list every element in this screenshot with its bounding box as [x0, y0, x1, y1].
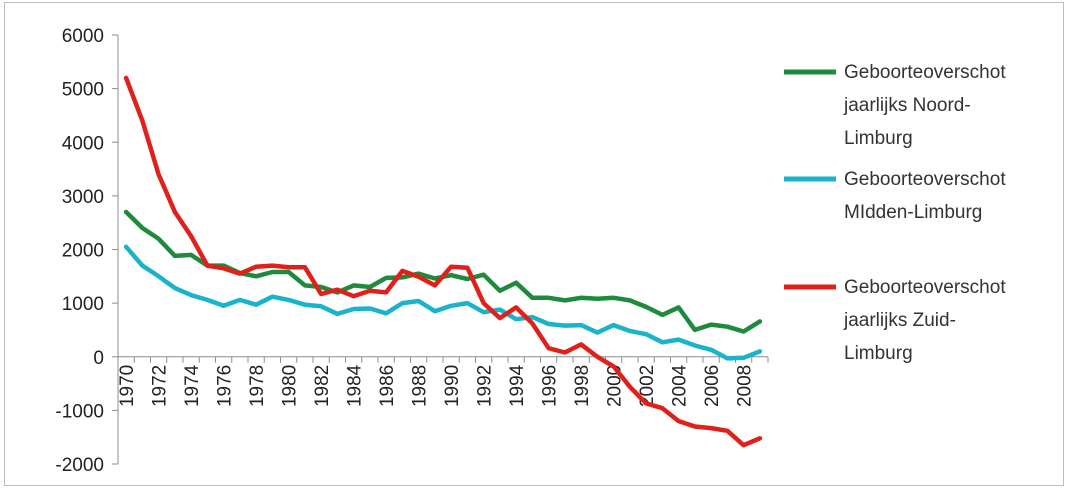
y-tick-label: 6000	[62, 26, 104, 47]
chart-frame	[4, 2, 1064, 486]
x-tick-label: 1994	[507, 364, 528, 407]
y-tick-label: -2000	[55, 455, 104, 476]
x-tick-label: 1984	[345, 364, 366, 407]
series-line-1	[123, 209, 763, 334]
x-tick-label: 2002	[637, 365, 658, 407]
y-tick-label: -1000	[55, 401, 104, 422]
y-tick-label: 3000	[62, 187, 104, 208]
legend-label-3: Geboorteoverschot	[844, 277, 1006, 298]
x-tick-label: 1980	[280, 365, 301, 407]
legend-label-3: jaarlijks Zuid-	[843, 310, 956, 331]
y-tick-label: 4000	[62, 133, 104, 154]
x-tick-label: 1982	[312, 365, 333, 407]
y-tick-label: 5000	[62, 80, 104, 101]
x-tick-label: 1978	[247, 365, 268, 407]
legend-label-1: jaarlijks Noord-	[843, 95, 971, 116]
series-line-3	[123, 75, 763, 448]
x-tick-label: 1992	[475, 365, 496, 407]
legend-label-1: Limburg	[844, 128, 913, 149]
x-tick-label: 2004	[670, 364, 691, 407]
x-tick-label: 1972	[150, 365, 171, 407]
legend-label-3: Limburg	[844, 343, 913, 364]
x-tick-label: 1990	[442, 365, 463, 407]
series-line-2	[123, 244, 763, 361]
x-tick-label: 1974	[182, 364, 203, 407]
x-tick-label: 2008	[735, 365, 756, 407]
x-tick-label: 1998	[572, 365, 593, 407]
y-tick-label: 2000	[62, 241, 104, 262]
y-tick-label: 0	[93, 348, 104, 369]
legend-label-2: MIdden-Limburg	[844, 202, 982, 223]
x-tick-label: 1986	[377, 365, 398, 407]
x-tick-label: 1988	[410, 365, 431, 407]
legend-label-2: Geboorteoverschot	[844, 169, 1006, 190]
legend-label-1: Geboorteoverschot	[844, 62, 1006, 83]
y-tick-label: 1000	[62, 294, 104, 315]
x-tick-label: 1970	[117, 365, 138, 407]
x-tick-label: 2006	[702, 365, 723, 407]
x-tick-label: 1996	[540, 365, 561, 407]
x-tick-label: 1976	[215, 365, 236, 407]
